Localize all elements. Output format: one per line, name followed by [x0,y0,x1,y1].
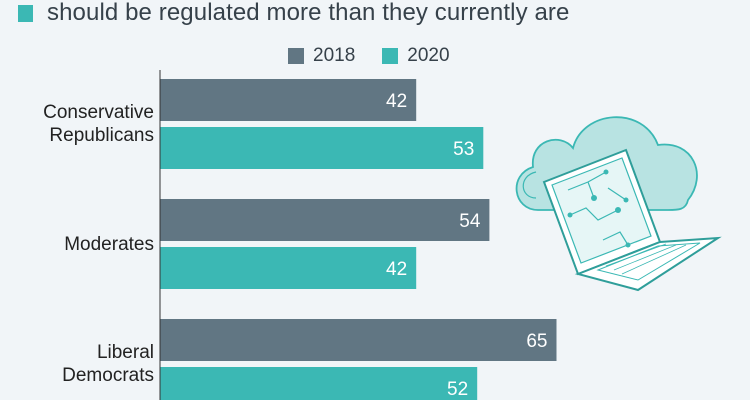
bar-value-2020-1: 42 [386,259,407,280]
chart-subtitle: should be regulated more than they curre… [47,0,570,26]
laptop-icon [542,148,722,292]
bar-2020-0 [160,127,484,169]
bar-value-2018-1: 54 [459,211,481,232]
bar-value-2018-0: 42 [386,91,407,112]
bar-2020-1 [160,247,417,289]
legend-swatch-2020 [382,48,399,64]
category-label-line: Democrats [62,365,154,386]
bar-value-2020-2: 52 [447,379,468,400]
bar-2020-2 [160,367,478,400]
legend-label-2018: 2018 [313,45,356,66]
category-label-2: Liberal Democrats [62,341,154,387]
category-label-line: Republicans [49,125,154,146]
legend-swatch-2018 [288,48,304,64]
cloud-laptop-illustration [515,116,722,292]
legend-item-2020: 2020 [382,45,450,67]
bar-2018-1 [160,199,490,241]
subtitle-row: should be regulated more than they curre… [18,0,569,36]
bar-2018-0 [160,79,417,121]
bar-value-2018-2: 65 [526,331,547,352]
bar-value-2020-0: 53 [453,139,474,160]
category-label-line: Moderates [64,233,154,255]
category-label-1: Moderates [64,233,154,256]
legend-label-2020: 2020 [407,45,450,66]
legend-item-2018: 2018 [288,45,355,67]
legend: 2018 2020 [288,45,477,67]
category-label-line: Conservative [43,102,154,123]
bar-2018-2 [160,319,557,361]
category-label-line: Liberal [96,342,154,363]
category-label-0: Conservative Republicans [43,101,154,147]
subtitle-swatch [18,4,33,22]
